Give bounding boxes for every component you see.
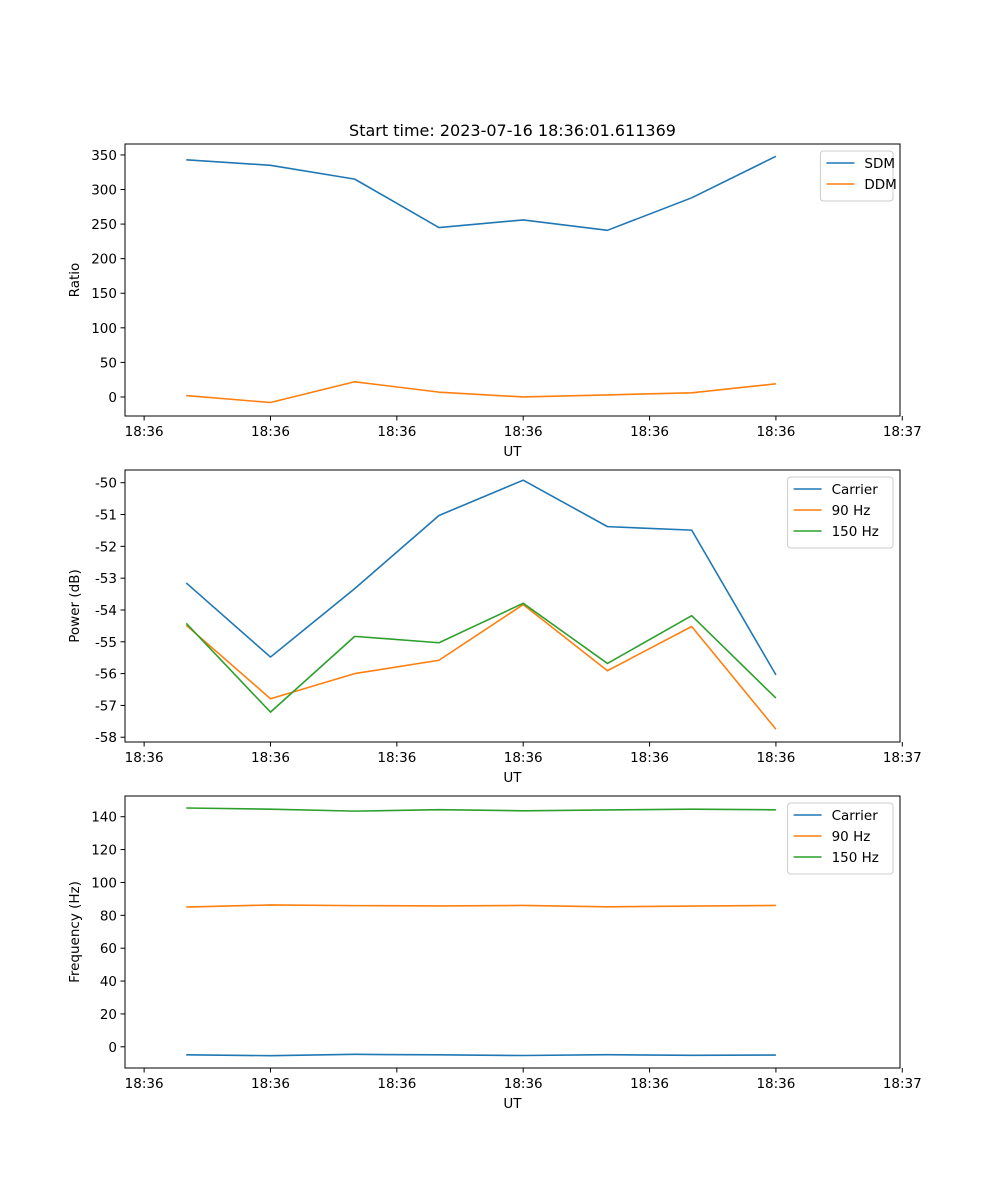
x-tick-label: 18:36 xyxy=(251,750,290,766)
y-tick-label: -54 xyxy=(95,603,117,619)
y-tick-label: -53 xyxy=(95,571,117,587)
y-tick-label: 60 xyxy=(100,941,117,957)
series-line-90-hz xyxy=(186,904,776,908)
x-tick-label: 18:36 xyxy=(377,424,416,440)
plot-area xyxy=(124,469,901,743)
legend-label: 90 Hz xyxy=(832,829,871,845)
y-tick-label: -51 xyxy=(95,508,117,524)
series-line-ddm xyxy=(186,380,777,404)
frequency-panel: 18:36 18:36 18:36 18:36 18:36 18:36 18:37 0 20 40… xyxy=(67,795,922,1112)
y-tick-label: -56 xyxy=(95,667,117,683)
x-tick-label: 18:36 xyxy=(377,750,416,766)
y-tick-label: 0 xyxy=(108,1040,117,1056)
x-tick-label: 18:37 xyxy=(883,424,922,440)
y-tick-label: 0 xyxy=(108,390,117,406)
series-line-150-hz xyxy=(186,807,776,812)
y-tick-label: -50 xyxy=(95,476,117,492)
x-tick-label: 18:37 xyxy=(883,1076,922,1092)
y-tick-label: -52 xyxy=(95,539,117,555)
x-tick-label: 18:36 xyxy=(756,750,795,766)
y-tick-label: 150 xyxy=(91,286,117,302)
x-tick-label: 18:36 xyxy=(377,1076,416,1092)
series-line-carrier xyxy=(186,1053,776,1057)
y-tick-label: 50 xyxy=(100,355,117,371)
x-tick-label: 18:36 xyxy=(630,424,669,440)
series-line-150-hz xyxy=(185,602,777,713)
x-axis-label: UT xyxy=(503,770,522,786)
y-axis-label: Power (dB) xyxy=(67,569,83,642)
y-tick-label: -58 xyxy=(95,730,117,746)
y-tick-label: 100 xyxy=(91,875,117,891)
x-axis-label: UT xyxy=(503,1096,522,1112)
power-panel: 18:36 18:36 18:36 18:36 18:36 18:36 18:37 -58 -5… xyxy=(67,469,922,786)
legend-label: DDM xyxy=(864,177,896,193)
y-tick-label: 250 xyxy=(91,217,117,233)
legend-label: Carrier xyxy=(832,808,879,824)
y-axis-label: Ratio xyxy=(67,263,83,298)
y-tick-label: 140 xyxy=(91,810,117,826)
y-tick-label: 80 xyxy=(100,908,117,924)
legend-label: SDM xyxy=(864,156,895,172)
x-tick-label: 18:36 xyxy=(504,1076,543,1092)
legend-label: 150 Hz xyxy=(832,850,879,866)
y-tick-label: 40 xyxy=(100,974,117,990)
series-line-sdm xyxy=(186,155,777,232)
y-tick-label: 100 xyxy=(91,321,117,337)
plot-area xyxy=(124,143,901,417)
panel-title: Start time: 2023-07-16 18:36:01.611369 xyxy=(349,121,676,140)
x-tick-label: 18:36 xyxy=(630,750,669,766)
y-tick-label: 20 xyxy=(100,1007,117,1023)
y-tick-label: -57 xyxy=(95,698,117,714)
x-tick-label: 18:36 xyxy=(251,424,290,440)
y-tick-label: -55 xyxy=(95,635,117,651)
series-line-carrier xyxy=(185,479,777,676)
x-tick-label: 18:37 xyxy=(883,750,922,766)
x-tick-label: 18:36 xyxy=(504,424,543,440)
x-tick-label: 18:36 xyxy=(756,424,795,440)
x-tick-label: 18:36 xyxy=(504,750,543,766)
x-axis-label: UT xyxy=(503,444,522,460)
x-tick-label: 18:36 xyxy=(125,750,164,766)
y-axis-label: Frequency (Hz) xyxy=(67,881,83,983)
y-tick-label: 350 xyxy=(91,148,117,164)
x-tick-label: 18:36 xyxy=(630,1076,669,1092)
x-tick-label: 18:36 xyxy=(251,1076,290,1092)
series-line-90-hz xyxy=(185,603,777,730)
x-tick-label: 18:36 xyxy=(756,1076,795,1092)
plot-area xyxy=(124,795,901,1069)
legend-label: 90 Hz xyxy=(832,503,871,519)
y-tick-label: 300 xyxy=(91,183,117,199)
y-tick-label: 200 xyxy=(91,252,117,268)
y-tick-label: 120 xyxy=(91,843,117,859)
x-tick-label: 18:36 xyxy=(125,424,164,440)
legend-label: Carrier xyxy=(832,482,879,498)
x-tick-label: 18:36 xyxy=(125,1076,164,1092)
legend-label: 150 Hz xyxy=(832,524,879,540)
ratio-panel: Start time: 2023-07-16 18:36:01.611369 1… xyxy=(67,121,922,460)
